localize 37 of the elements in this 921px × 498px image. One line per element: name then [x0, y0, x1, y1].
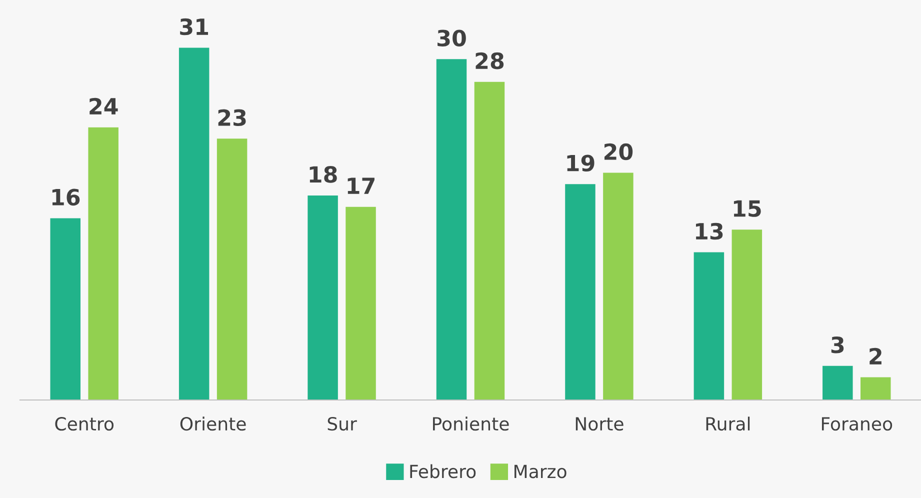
data-label: 24: [90, 98, 118, 114]
legend-label: Marzo: [514, 464, 566, 478]
data-label: 30: [438, 30, 466, 47]
x-tick-label: Sur: [328, 416, 357, 431]
x-tick-label: Poniente: [433, 416, 509, 431]
data-label: 18: [310, 166, 337, 183]
bar: [216, 138, 248, 400]
x-tick-label: Foraneo: [822, 417, 892, 431]
bar: [178, 48, 210, 400]
bar: [603, 172, 634, 400]
bar: [436, 59, 467, 400]
bar: [308, 195, 338, 400]
data-label: 31: [180, 18, 208, 36]
bar: [50, 218, 80, 400]
bar: [474, 82, 505, 400]
x-tick-label: Norte: [576, 417, 624, 431]
x-tick-label: Rural: [706, 416, 750, 431]
data-label: 13: [696, 222, 723, 240]
data-label: 19: [567, 154, 594, 172]
data-label: 2: [870, 348, 882, 364]
legend-label: Febrero: [410, 464, 476, 478]
data-label: 20: [604, 143, 633, 160]
bar: [860, 377, 891, 400]
data-label: 23: [218, 109, 246, 126]
bar: [88, 127, 118, 400]
x-tick-label: Oriente: [180, 416, 246, 431]
bar: [346, 206, 376, 400]
data-label: 3: [831, 336, 844, 354]
x-tick-label: Centro: [55, 416, 114, 431]
bar: [732, 230, 762, 400]
bar: [694, 252, 724, 400]
bar: [822, 366, 853, 400]
bar: [565, 184, 596, 400]
data-label: 28: [476, 52, 504, 70]
data-label: 15: [734, 200, 761, 217]
data-label: 17: [348, 178, 374, 194]
data-label: 16: [52, 188, 80, 206]
